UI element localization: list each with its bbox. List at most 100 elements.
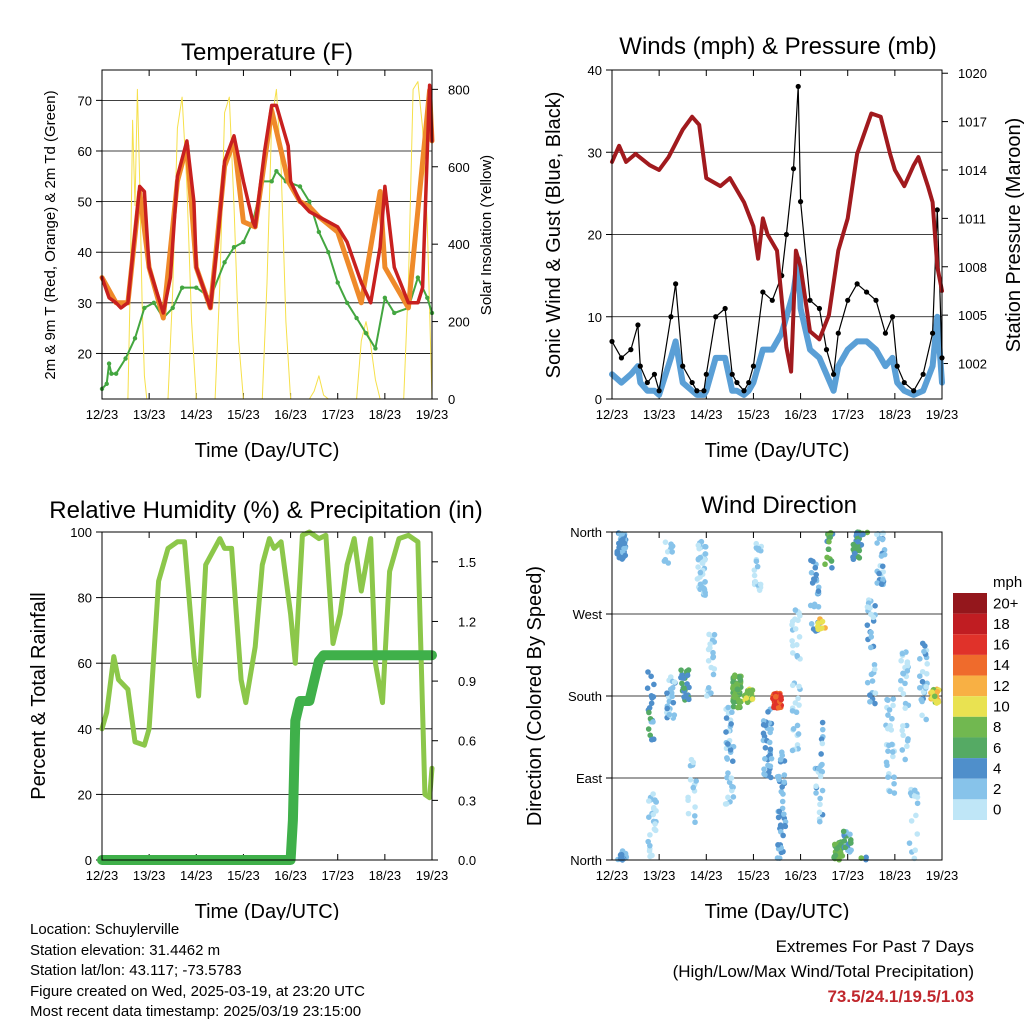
direction-point [874,531,880,538]
colorbar-label: 10 [993,699,1010,716]
direction-point [705,685,712,691]
dewpoint-point [142,305,147,311]
direction-point [710,649,716,656]
x-tick-label: 15/23 [227,868,260,883]
direction-point [796,634,803,640]
colorbar-label: 8 [993,719,1001,736]
y-tick-label: 0 [595,392,602,407]
direction-point [760,722,767,728]
y-tick-label: West [573,607,603,622]
direction-point [907,790,914,796]
y-tick-label: 70 [78,93,92,108]
direction-point [874,580,880,586]
direction-point [621,545,627,552]
direction-point [908,818,915,824]
colorbar-swatch [953,613,987,635]
direction-point [666,711,673,718]
gust-point [845,297,851,303]
gust-point [911,388,917,394]
direction-point [897,686,904,693]
direction-point [808,621,815,627]
direction-point [855,538,861,545]
dewpoint-point [109,371,114,376]
gust-point [894,363,900,369]
y-axis-label: 2m & 9m T (Red, Orange) & 2m Td (Green) [42,90,59,379]
colorbar-swatch [953,778,987,800]
x-tick-label: 16/23 [274,868,307,883]
direction-point [697,581,704,588]
gust-point [835,330,841,336]
direction-point [710,671,717,678]
x-tick-label: 14/23 [180,868,213,883]
direction-point [819,740,826,747]
direction-point [904,659,911,665]
direction-point [735,704,741,711]
panel-title: Wind Direction [701,492,857,519]
y-tick-label: East [576,771,602,786]
direction-point [885,712,891,718]
dewpoint-point [123,356,128,361]
direction-point [669,543,676,549]
direction-point [817,773,824,780]
direction-point [871,666,878,673]
direction-point [919,678,926,685]
dewpoint-point [194,285,199,290]
direction-point [724,755,730,761]
direction-point [749,687,756,693]
direction-point [731,674,738,680]
precip-line [97,650,437,865]
created-text: Figure created on Wed, 2025-03-19, at 23… [30,982,365,1000]
charts-canvas: Temperature (F) Time (Day/UTC) 2m & 9m T (… [28,33,1024,920]
gust-point [816,305,823,312]
y-tick-label-right: 0.0 [458,853,476,868]
direction-point [872,700,878,707]
gust-point [656,388,662,394]
direction-point [702,579,708,585]
direction-point [789,621,795,628]
dewpoint-point [335,280,340,285]
panel-title: Temperature (F) [181,39,353,66]
direction-point [729,783,735,790]
direction-point [648,700,655,707]
direction-point [738,698,744,705]
colorbar-swatch [953,675,987,697]
plot-frame [101,531,433,861]
x-tick-label: 12/23 [596,407,629,422]
direction-point [916,673,923,679]
y-tick-label: 100 [70,525,92,540]
dewpoint-point [316,229,322,235]
direction-point [819,719,826,726]
direction-point [671,712,678,718]
y-tick-label-right: 0 [448,392,455,407]
gust-point [929,330,936,336]
direction-point [680,675,687,681]
dewpoint-point [241,239,246,245]
direction-point [847,831,853,838]
x-axis-label: Time (Day/UTC) [195,440,340,462]
direction-point [794,652,800,659]
colorbar-swatch [953,593,987,614]
gust-point [701,388,707,394]
gust-point [651,371,658,377]
rh-line [99,529,435,801]
direction-point [725,770,731,776]
direction-point [795,731,802,737]
direction-point [814,624,821,630]
direction-point [761,766,767,772]
gust-point [760,289,766,295]
direction-point [765,762,771,769]
direction-point [905,736,911,742]
dewpoint-point [106,361,112,366]
x-tick-label: 13/23 [133,407,166,422]
direction-point [778,696,784,703]
direction-point [856,547,863,554]
direction-point [816,809,823,816]
direction-point [701,587,708,593]
direction-point [646,814,652,821]
direction-point [762,772,768,778]
direction-point [757,581,764,588]
direction-point [889,741,895,748]
direction-point [684,681,690,687]
dewpoint-point [326,250,331,255]
direction-point [692,804,698,810]
